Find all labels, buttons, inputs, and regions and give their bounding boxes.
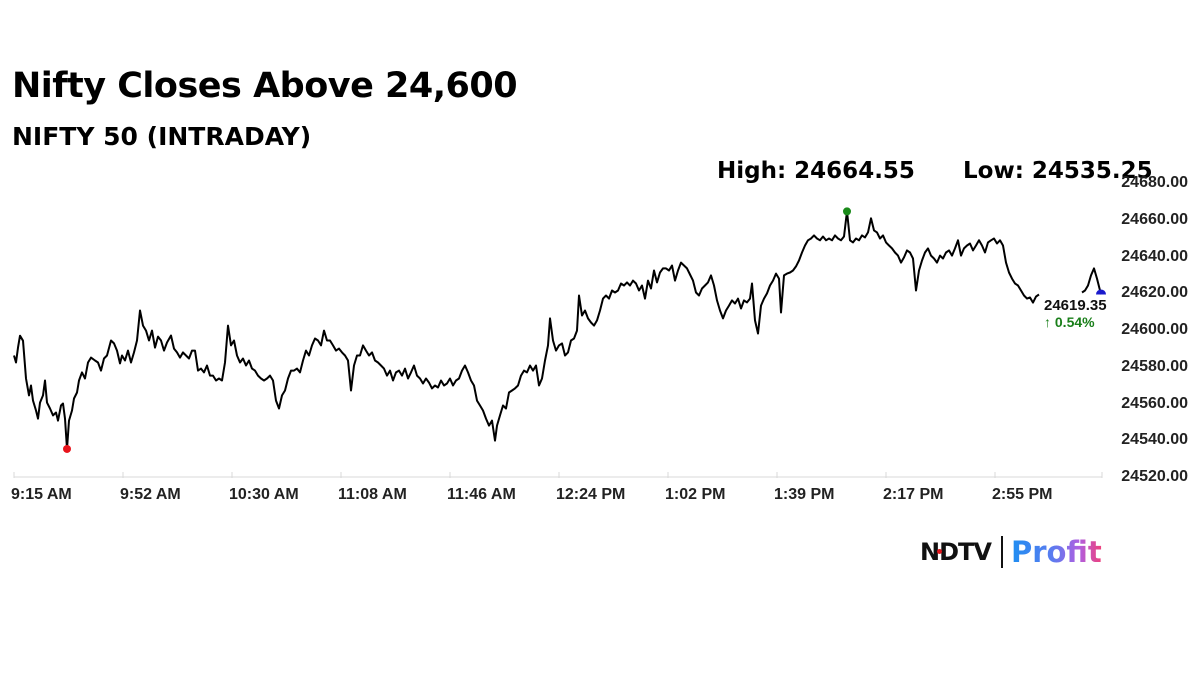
y-tick-label: 24560.00 — [1121, 394, 1188, 412]
price-line — [13, 210, 1102, 450]
low-marker-icon — [63, 444, 71, 453]
x-tick-label: 10:30 AM — [229, 486, 299, 503]
ndtv-profit-logo: NDTV Profit — [920, 534, 1102, 570]
y-tick-label: 24680.00 — [1121, 174, 1188, 191]
y-tick-label: 24660.00 — [1121, 210, 1188, 228]
x-tick-label: 11:46 AM — [447, 486, 516, 503]
x-tick-label: 1:02 PM — [665, 486, 726, 503]
day-high-label: High: 24664.55 — [717, 158, 915, 184]
profit-wordmark: Profit — [1010, 535, 1102, 569]
x-tick-label: 11:08 AM — [338, 486, 407, 503]
y-tick-label: 24540.00 — [1121, 431, 1188, 449]
chart-subtitle: NIFTY 50 (INTRADAY) — [12, 122, 312, 151]
high-marker-icon — [843, 207, 851, 216]
x-tick-label: 1:39 PM — [774, 486, 835, 503]
price-change: ↑ 0.54% — [1044, 314, 1107, 331]
up-arrow-icon: ↑ — [1044, 314, 1051, 330]
x-tick-label: 2:17 PM — [883, 486, 944, 503]
y-tick-label: 24520.00 — [1121, 468, 1188, 485]
x-tick-label: 12:24 PM — [556, 486, 626, 503]
chart-title: Nifty Closes Above 24,600 — [12, 66, 518, 106]
x-tick-label: 2:55 PM — [992, 486, 1053, 503]
y-tick-label: 24600.00 — [1121, 321, 1188, 338]
red-dot-icon — [937, 549, 942, 554]
last-price-value: 24619.35 — [1044, 297, 1107, 314]
ndtv-wordmark: NDTV — [920, 538, 992, 566]
x-tick-label: 9:15 AM — [11, 486, 72, 503]
y-tick-label: 24620.00 — [1121, 284, 1188, 302]
y-tick-label: 24580.00 — [1121, 357, 1188, 375]
x-axis-ticks — [13, 472, 1103, 478]
x-tick-label: 9:52 AM — [120, 486, 181, 503]
price-change-percent: 0.54% — [1054, 314, 1095, 330]
day-low-label: Low: 24535.25 — [963, 158, 1153, 184]
last-price-label: 24619.35 ↑ 0.54% — [1042, 297, 1109, 331]
y-tick-label: 24640.00 — [1121, 247, 1188, 265]
last-price-marker-icon — [1096, 289, 1106, 295]
logo-divider — [1000, 536, 1003, 568]
